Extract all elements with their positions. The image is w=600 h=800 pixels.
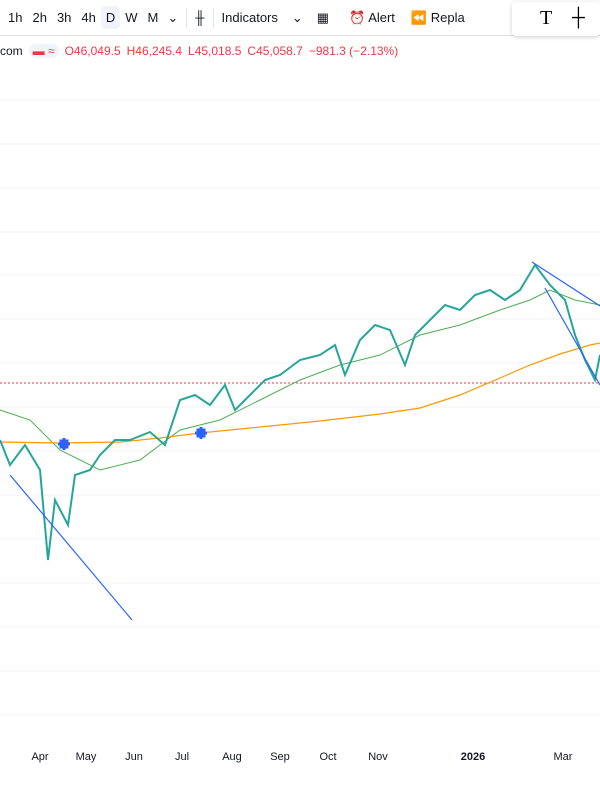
interval[interactable]: M [147,10,159,25]
alert[interactable]: ⏰ Alert [349,9,395,25]
low: L45,018.5 [188,44,242,58]
x-tick-label: 2026 [461,751,485,763]
replay-label: Repla [430,9,465,25]
x-tick-label: May [76,751,97,763]
interval[interactable]: 2h [32,10,47,25]
x-tick-label: Apr [31,751,48,763]
replay[interactable]: ⏪ Repla [410,9,465,25]
toolbar: 1h 2h 3h 4h D W M ⌄ ╫ Indicators ⌄ ▦ ⏰ Alert ⏪… [0,0,600,36]
crosshair-tool[interactable]: ┼ [572,7,585,27]
x-tick-label: Mar [554,751,573,763]
x-axis: Apr May Jun Jul Aug Sep Oct Nov 2026 Mar [31,751,572,763]
layout-icon[interactable]: ▦ [316,9,330,25]
candle-icon[interactable]: ╫ [195,10,205,25]
trendlines [9,261,600,621]
x-tick-label: Sep [270,751,290,763]
dropdown[interactable]: ⌄ [167,9,179,25]
x-tick-label: Oct [319,751,336,763]
interval[interactable]: 3h [56,10,72,25]
drawing-panel: T ┼ [512,2,600,36]
close: C45,058.7 [247,44,303,58]
interval[interactable]: W [125,10,138,25]
text-tool[interactable]: T [540,7,553,29]
price [0,263,600,561]
indicators[interactable]: Indicators [221,10,278,25]
symbol: com [0,44,23,58]
x-tick-label: Jul [175,751,189,763]
open: O46,049.5 [64,44,121,58]
x-tick-label: Jun [125,751,143,763]
interval[interactable]: D [100,6,121,29]
interval[interactable]: 1h [8,10,23,25]
ma-orange [0,342,600,444]
alert-label: Alert [368,9,395,25]
x-tick-label: Nov [368,751,388,763]
interval[interactable]: 4h [81,10,96,25]
change: −981.3 (−2.13%) [308,44,399,58]
legend: com ▬ ≈ O46,049.5 H46,245.4 L45,018.5 C4… [0,44,398,58]
markers [58,427,207,450]
dropdown[interactable]: ⌄ [291,9,303,25]
high: H46,245.4 [126,44,183,58]
grid [0,99,600,716]
x-tick-label: Aug [222,751,242,763]
badge: ▬ ≈ [28,44,59,58]
